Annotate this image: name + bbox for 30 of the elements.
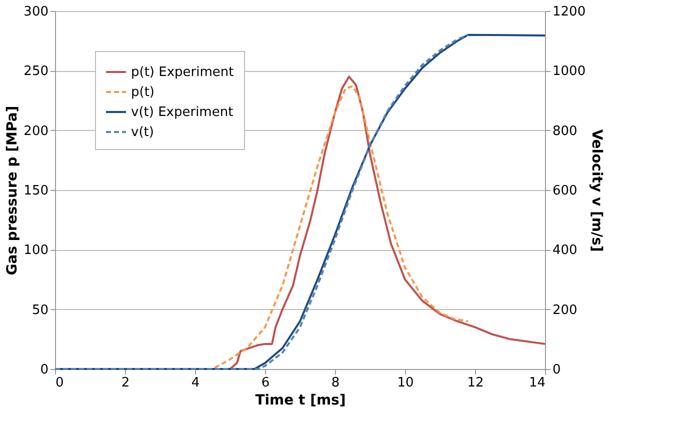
x-tick-label: 10 xyxy=(397,376,414,390)
y2-axis-title: Velocity v [m/s] xyxy=(588,129,605,252)
y2-tick-label: 800 xyxy=(552,124,578,139)
x-tick-label: 8 xyxy=(331,376,340,390)
y-tick-label: 300 xyxy=(24,4,48,20)
x-tick-label: 14 xyxy=(528,376,546,390)
y-tick-label: 250 xyxy=(24,64,48,80)
y2-tick-label: 1200 xyxy=(552,4,586,20)
legend-label: v(t) xyxy=(131,125,154,140)
x-axis-title: Time t [ms] xyxy=(255,392,346,408)
legend-label: p(t) Experiment xyxy=(131,65,234,80)
y2-tick-label: 0 xyxy=(552,362,561,378)
y2-tick-label: 600 xyxy=(552,184,578,198)
legend-label: p(t) xyxy=(131,85,154,100)
y-tick-label: 50 xyxy=(32,302,48,318)
y-tick-label: 0 xyxy=(40,362,48,378)
x-tick-label: 4 xyxy=(191,376,200,390)
x-tick-label: 12 xyxy=(467,376,484,390)
y-tick-label: 200 xyxy=(24,124,48,139)
y-tick-label: 100 xyxy=(24,243,48,258)
x-tick-label: 0 xyxy=(56,376,64,390)
y-tick-label: 150 xyxy=(24,184,48,198)
y2-tick-label: 1000 xyxy=(552,64,586,80)
x-tick-label: 6 xyxy=(261,376,270,390)
x-tick-label: 2 xyxy=(121,376,130,390)
y2-tick-label: 200 xyxy=(552,302,578,318)
y-axis-title: Gas pressure p [MPa] xyxy=(4,106,21,276)
line-series xyxy=(54,34,469,370)
legend-label: v(t) Experiment xyxy=(131,105,234,120)
y2-tick-label: 400 xyxy=(552,243,578,258)
